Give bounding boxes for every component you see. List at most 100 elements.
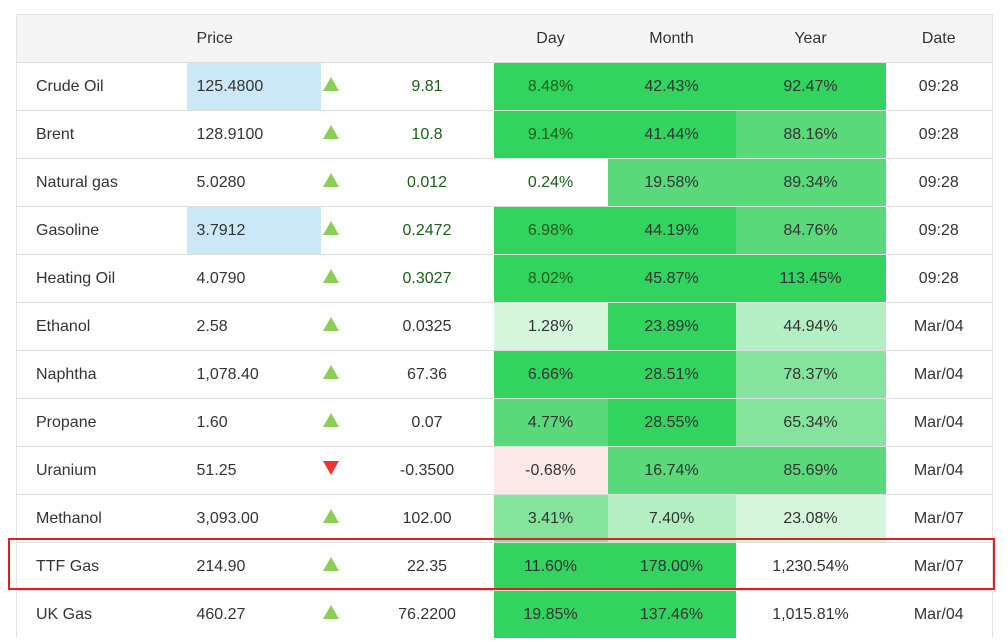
date-cell: 09:28	[885, 158, 993, 207]
arrow-up-icon	[322, 605, 339, 619]
arrow-up-icon	[322, 269, 339, 283]
table-row[interactable]: Propane 1.60 0.07 4.77% 28.55% 65.34% Mar/04	[16, 398, 993, 447]
commodity-name-link[interactable]: Natural gas	[16, 158, 187, 207]
day-change-cell: 9.14%	[493, 110, 608, 159]
arrow-up-icon-cell	[320, 206, 361, 255]
table-row[interactable]: Naphtha 1,078.40 67.36 6.66% 28.51% 78.37% Mar…	[16, 350, 993, 399]
price-cell: 128.9100	[186, 110, 321, 159]
commodity-name-link[interactable]: UK Gas	[16, 590, 187, 638]
commodity-name-link[interactable]: TTF Gas	[16, 542, 187, 591]
month-change-cell: 16.74%	[607, 446, 736, 495]
month-change-cell: 19.58%	[607, 158, 736, 207]
month-change-cell: 28.55%	[607, 398, 736, 447]
month-change-cell: 7.40%	[607, 494, 736, 543]
table-row[interactable]: Natural gas 5.0280 0.012 0.24% 19.58% 89.34% 0…	[16, 158, 993, 207]
table-row[interactable]: TTF Gas 214.90 22.35 11.60% 178.00% 1,230.54%…	[16, 542, 993, 591]
price-cell: 5.0280	[186, 158, 321, 207]
commodity-name-link[interactable]: Crude Oil	[16, 62, 187, 111]
month-change-cell: 45.87%	[607, 254, 736, 303]
header-month[interactable]: Month	[607, 14, 736, 63]
commodity-name-link[interactable]: Gasoline	[16, 206, 187, 255]
change-cell: -0.3500	[360, 446, 494, 495]
year-change-cell: 44.94%	[735, 302, 886, 351]
date-cell: Mar/04	[885, 446, 993, 495]
change-cell: 10.8	[360, 110, 494, 159]
table-row[interactable]: Methanol 3,093.00 102.00 3.41% 7.40% 23.08% Ma…	[16, 494, 993, 543]
day-change-cell: 6.98%	[493, 206, 608, 255]
arrow-up-icon	[322, 557, 339, 571]
table-row[interactable]: UK Gas 460.27 76.2200 19.85% 137.46% 1,015.81…	[16, 590, 993, 638]
date-cell: Mar/04	[885, 398, 993, 447]
table-row[interactable]: Brent 128.9100 10.8 9.14% 41.44% 88.16% 09:28	[16, 110, 993, 159]
year-change-cell: 113.45%	[735, 254, 886, 303]
date-cell: 09:28	[885, 62, 993, 111]
table-row[interactable]: Ethanol 2.58 0.0325 1.28% 23.89% 44.94% Mar/04	[16, 302, 993, 351]
commodity-name-link[interactable]: Propane	[16, 398, 187, 447]
commodity-name-link[interactable]: Naphtha	[16, 350, 187, 399]
date-cell: Mar/07	[885, 494, 993, 543]
change-cell: 67.36	[360, 350, 494, 399]
month-change-cell: 28.51%	[607, 350, 736, 399]
arrow-up-icon-cell	[320, 62, 361, 111]
year-change-cell: 1,015.81%	[735, 590, 886, 638]
change-cell: 0.3027	[360, 254, 494, 303]
month-change-cell: 137.46%	[607, 590, 736, 638]
price-cell: 1,078.40	[186, 350, 321, 399]
table-row[interactable]: Uranium 51.25 -0.3500 -0.68% 16.74% 85.69% Mar…	[16, 446, 993, 495]
date-cell: Mar/04	[885, 590, 993, 638]
table-row[interactable]: Heating Oil 4.0790 0.3027 8.02% 45.87% 113.45…	[16, 254, 993, 303]
price-cell: 214.90	[186, 542, 321, 591]
header-price[interactable]: Price	[186, 14, 321, 63]
table-row[interactable]: Crude Oil 125.4800 9.81 8.48% 42.43% 92.47% 09…	[16, 62, 993, 111]
change-cell: 76.2200	[360, 590, 494, 638]
arrow-up-icon	[322, 365, 339, 379]
year-change-cell: 92.47%	[735, 62, 886, 111]
header-change[interactable]	[360, 14, 494, 63]
date-cell: Mar/04	[885, 350, 993, 399]
day-change-cell: 11.60%	[493, 542, 608, 591]
arrow-up-icon-cell	[320, 350, 361, 399]
year-change-cell: 88.16%	[735, 110, 886, 159]
header-day[interactable]: Day	[493, 14, 608, 63]
commodity-name-link[interactable]: Methanol	[16, 494, 187, 543]
header-date[interactable]: Date	[885, 14, 993, 63]
year-change-cell: 84.76%	[735, 206, 886, 255]
arrow-up-icon	[322, 125, 339, 139]
header-arrow	[320, 14, 361, 63]
commodity-name-link[interactable]: Heating Oil	[16, 254, 187, 303]
change-cell: 22.35	[360, 542, 494, 591]
arrow-up-icon	[322, 221, 339, 235]
year-change-cell: 85.69%	[735, 446, 886, 495]
arrow-up-icon-cell	[320, 158, 361, 207]
day-change-cell: 1.28%	[493, 302, 608, 351]
table-row[interactable]: Gasoline 3.7912 0.2472 6.98% 44.19% 84.76% 09:…	[16, 206, 993, 255]
price-cell: 1.60	[186, 398, 321, 447]
date-cell: Mar/04	[885, 302, 993, 351]
arrow-up-icon-cell	[320, 254, 361, 303]
day-change-cell: 8.48%	[493, 62, 608, 111]
header-name[interactable]	[16, 14, 187, 63]
commodity-name-link[interactable]: Uranium	[16, 446, 187, 495]
commodities-table: Price Day Month Year Date Crude Oil 125.4…	[16, 14, 993, 638]
month-change-cell: 44.19%	[607, 206, 736, 255]
arrow-up-icon	[322, 77, 339, 91]
arrow-up-icon-cell	[320, 398, 361, 447]
month-change-cell: 178.00%	[607, 542, 736, 591]
arrow-up-icon-cell	[320, 110, 361, 159]
change-cell: 9.81	[360, 62, 494, 111]
header-year[interactable]: Year	[735, 14, 886, 63]
price-cell: 4.0790	[186, 254, 321, 303]
date-cell: 09:28	[885, 206, 993, 255]
commodity-name-link[interactable]: Brent	[16, 110, 187, 159]
day-change-cell: 4.77%	[493, 398, 608, 447]
year-change-cell: 78.37%	[735, 350, 886, 399]
arrow-up-icon-cell	[320, 590, 361, 638]
commodity-name-link[interactable]: Ethanol	[16, 302, 187, 351]
price-cell: 125.4800	[186, 62, 321, 111]
arrow-up-icon	[322, 317, 339, 331]
date-cell: 09:28	[885, 110, 993, 159]
table-header: Price Day Month Year Date	[16, 14, 993, 63]
change-cell: 0.2472	[360, 206, 494, 255]
day-change-cell: -0.68%	[493, 446, 608, 495]
day-change-cell: 8.02%	[493, 254, 608, 303]
